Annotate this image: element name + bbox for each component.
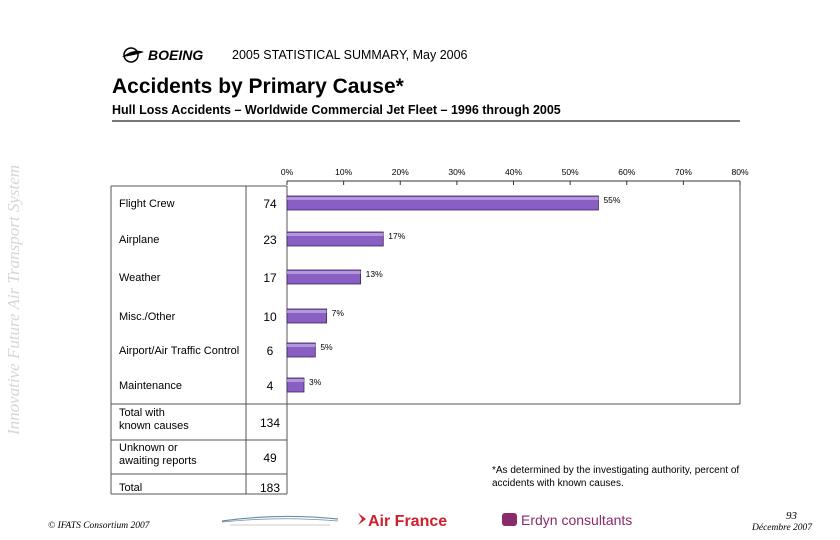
count-value: 4 [267, 379, 274, 393]
category-label: Maintenance [119, 380, 182, 392]
x-tick-label: 80% [731, 167, 748, 177]
category-label: Flight Crew [119, 198, 175, 210]
summary-count: 134 [260, 416, 280, 430]
bar-value-label: 3% [309, 377, 322, 387]
category-label: Airplane [119, 234, 159, 246]
boeing-wordmark: BOEING [148, 47, 203, 63]
x-tick-label: 20% [392, 167, 409, 177]
title-divider [112, 120, 740, 122]
boeing-emblem-icon [122, 47, 144, 63]
summary-label: awaiting reports [119, 455, 197, 467]
air-france-logo: Air France [358, 513, 447, 530]
bar-value-label: 13% [366, 269, 383, 279]
category-label: Airport/Air Traffic Control [119, 345, 239, 357]
x-tick-label: 70% [675, 167, 692, 177]
x-tick-label: 40% [505, 167, 522, 177]
bar-value-label: 7% [332, 308, 345, 318]
french-aerospace-logo [221, 515, 339, 526]
bar-highlight [287, 379, 304, 382]
copyright: © IFATS Consortium 2007 [48, 521, 150, 531]
x-tick-label: 50% [562, 167, 579, 177]
category-label: Weather [119, 272, 161, 284]
count-value: 17 [263, 271, 277, 285]
summary-label: Unknown or [119, 442, 178, 454]
x-tick-label: 30% [448, 167, 465, 177]
x-tick-label: 10% [335, 167, 352, 177]
bar-value-label: 55% [603, 195, 620, 205]
category-label: Misc./Other [119, 311, 176, 323]
header-summary: 2005 STATISTICAL SUMMARY, May 2006 [232, 48, 468, 62]
page-number: 93 [786, 510, 797, 522]
erdyn-wordmark: Erdyn consultants [521, 512, 632, 528]
summary-count: 49 [263, 451, 277, 465]
boeing-logo: BOEING [122, 47, 203, 63]
bar-value-label: 5% [320, 342, 333, 352]
partner-logos: Air France Erdyn consultants [221, 512, 632, 530]
chart-subtitle: Hull Loss Accidents – Worldwide Commerci… [112, 103, 561, 117]
bar-highlight [287, 233, 384, 236]
air-france-wordmark: Air France [368, 513, 447, 530]
bar-value-label: 17% [388, 231, 405, 241]
x-tick-label: 0% [281, 167, 294, 177]
summary-label: known causes [119, 420, 189, 432]
summary-label: Total with [119, 407, 165, 419]
summary-count: 183 [260, 481, 280, 495]
bar-highlight [287, 344, 316, 347]
footer-date: Décembre 2007 [752, 523, 813, 533]
bar-highlight [287, 310, 327, 313]
footnote: *As determined by the investigating auth… [492, 465, 740, 489]
count-value: 10 [263, 310, 277, 324]
chart-title: Accidents by Primary Cause* [112, 75, 404, 98]
bar-highlight [287, 271, 361, 274]
bar-highlight [287, 197, 599, 200]
count-value: 74 [263, 197, 277, 211]
count-value: 6 [267, 344, 274, 358]
erdyn-logo: Erdyn consultants [502, 512, 632, 528]
count-value: 23 [263, 233, 277, 247]
summary-label: Total [119, 482, 142, 494]
x-tick-label: 60% [618, 167, 635, 177]
